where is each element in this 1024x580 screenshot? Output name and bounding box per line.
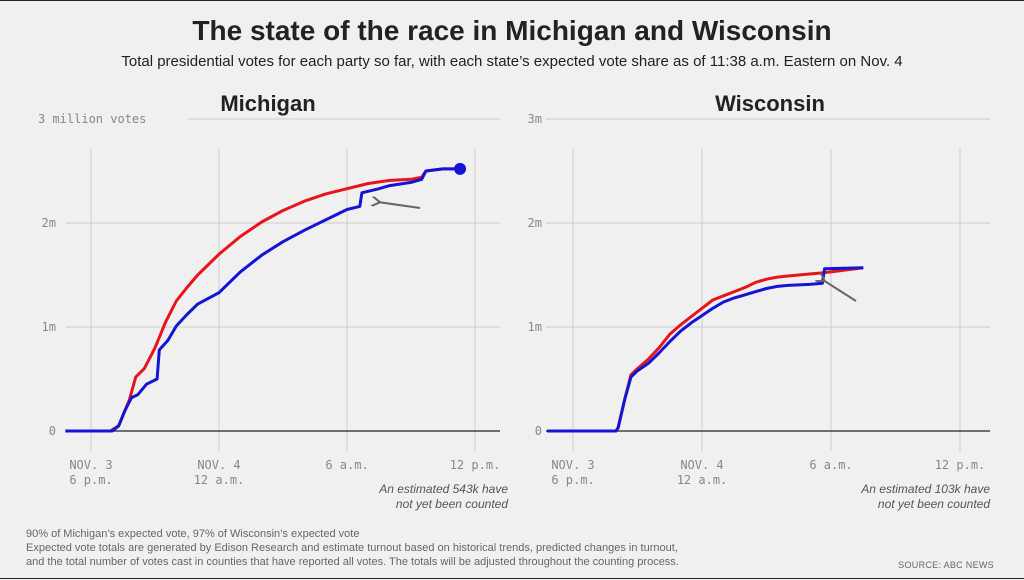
series-line-blue [65,167,461,433]
y-tick-label: 0 [535,424,542,438]
x-tick-label: NOV. 4 [680,458,723,472]
page-subtitle: Total presidential votes for each party … [121,53,903,70]
footer-notes: 90% of Michigan’s expected vote, 97% of … [26,527,679,569]
annotation-text: An estimated 543k have [378,482,508,496]
x-tick-label: 6 a.m. [809,458,852,472]
x-tick-sublabel: 6 p.m. [551,473,594,487]
annotation-text: An estimated 103k have [860,482,990,496]
y-tick-label: 3 million votes [38,112,146,126]
x-tick-label: NOV. 3 [69,458,112,472]
series-line-blue [547,266,864,433]
x-tick-sublabel: 12 a.m. [194,473,245,487]
y-tick-label: 2m [42,216,56,230]
end-point-marker [454,162,467,175]
arrow-icon [378,202,421,209]
source-credit: SOURCE: ABC NEWS [898,560,994,570]
footer-line: 90% of Michigan’s expected vote, 97% of … [26,528,360,540]
x-tick-label: 12 p.m. [450,458,501,472]
chart-panel-1: 0 1m 2m 3m NOV. 36 p.m. NOV. 412 a.m. 6 a.m. 12… [528,91,991,511]
footer-line: Expected vote totals are generated by Ed… [26,542,678,554]
footer-line: and the total number of votes cast in co… [26,556,679,568]
x-tick-label: 6 a.m. [325,458,368,472]
panel-title: Michigan [220,91,315,116]
page-title: The state of the race in Michigan and Wi… [192,15,832,46]
x-tick-label: 12 p.m. [935,458,986,472]
x-tick-label: NOV. 4 [197,458,240,472]
annotation-text: not yet been counted [878,497,990,511]
x-tick-sublabel: 12 a.m. [677,473,728,487]
y-tick-label: 1m [42,320,56,334]
series-line-red [547,266,864,433]
y-tick-label: 3m [528,112,542,126]
panel-title: Wisconsin [715,91,825,116]
y-tick-label: 1m [528,320,542,334]
annotation-text: not yet been counted [396,497,508,511]
x-tick-sublabel: 6 p.m. [69,473,112,487]
y-tick-label: 2m [528,216,542,230]
series-line-red [65,167,461,433]
y-tick-label: 0 [49,424,56,438]
x-tick-label: NOV. 3 [551,458,594,472]
arrow-icon [823,280,857,302]
